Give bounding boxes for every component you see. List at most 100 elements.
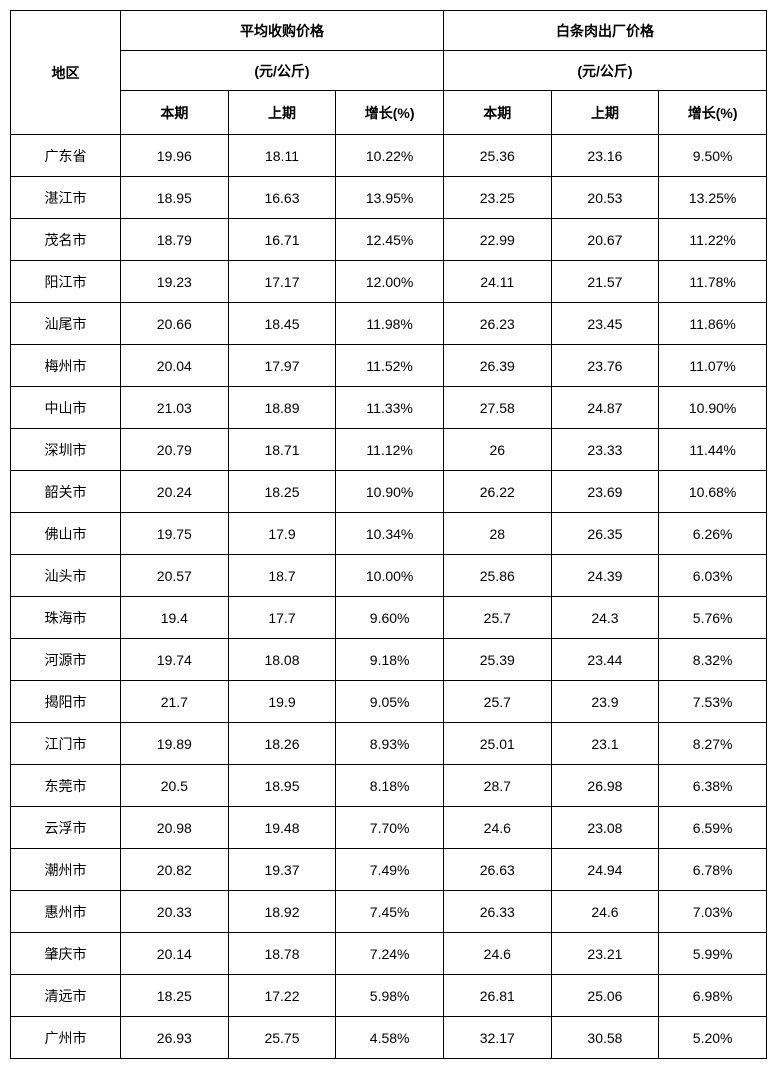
cell-region: 中山市 — [11, 387, 121, 429]
cell-g1-growth: 4.58% — [336, 1017, 444, 1059]
cell-g1-growth: 7.24% — [336, 933, 444, 975]
cell-g1-previous: 18.89 — [228, 387, 336, 429]
table-row: 湛江市18.9516.6313.95%23.2520.5313.25% — [11, 177, 767, 219]
cell-g2-growth: 11.44% — [659, 429, 767, 471]
cell-g2-current: 27.58 — [443, 387, 551, 429]
cell-g1-current: 19.96 — [121, 135, 229, 177]
cell-g1-current: 21.03 — [121, 387, 229, 429]
table-row: 潮州市20.8219.377.49%26.6324.946.78% — [11, 849, 767, 891]
table-row: 清远市18.2517.225.98%26.8125.066.98% — [11, 975, 767, 1017]
cell-g2-previous: 24.94 — [551, 849, 659, 891]
cell-g2-current: 25.01 — [443, 723, 551, 765]
cell-g1-growth: 9.05% — [336, 681, 444, 723]
cell-g2-current: 28 — [443, 513, 551, 555]
cell-g2-growth: 6.59% — [659, 807, 767, 849]
cell-g1-previous: 18.26 — [228, 723, 336, 765]
cell-g1-growth: 13.95% — [336, 177, 444, 219]
cell-region: 汕尾市 — [11, 303, 121, 345]
table-row: 云浮市20.9819.487.70%24.623.086.59% — [11, 807, 767, 849]
cell-region: 汕头市 — [11, 555, 121, 597]
cell-g2-previous: 24.6 — [551, 891, 659, 933]
table-row: 韶关市20.2418.2510.90%26.2223.6910.68% — [11, 471, 767, 513]
cell-g2-growth: 6.78% — [659, 849, 767, 891]
cell-g1-current: 18.25 — [121, 975, 229, 1017]
table-body: 广东省19.9618.1110.22%25.3623.169.50%湛江市18.… — [11, 135, 767, 1059]
header-g2-current: 本期 — [443, 91, 551, 135]
cell-g1-growth: 9.60% — [336, 597, 444, 639]
cell-g2-current: 25.39 — [443, 639, 551, 681]
cell-g1-current: 20.14 — [121, 933, 229, 975]
cell-g1-current: 20.66 — [121, 303, 229, 345]
cell-g2-growth: 7.53% — [659, 681, 767, 723]
cell-region: 广东省 — [11, 135, 121, 177]
cell-g2-current: 25.7 — [443, 681, 551, 723]
cell-g2-previous: 24.3 — [551, 597, 659, 639]
cell-g1-current: 18.95 — [121, 177, 229, 219]
cell-g1-growth: 7.49% — [336, 849, 444, 891]
cell-region: 佛山市 — [11, 513, 121, 555]
header-g1-growth: 增长(%) — [336, 91, 444, 135]
cell-g1-current: 21.7 — [121, 681, 229, 723]
cell-g2-growth: 11.86% — [659, 303, 767, 345]
cell-g2-current: 25.36 — [443, 135, 551, 177]
table-row: 佛山市19.7517.910.34%2826.356.26% — [11, 513, 767, 555]
cell-region: 深圳市 — [11, 429, 121, 471]
table-header: 地区 平均收购价格 白条肉出厂价格 (元/公斤) (元/公斤) 本期 上期 增长… — [11, 11, 767, 135]
table-row: 梅州市20.0417.9711.52%26.3923.7611.07% — [11, 345, 767, 387]
cell-g1-previous: 17.7 — [228, 597, 336, 639]
table-row: 东莞市20.518.958.18%28.726.986.38% — [11, 765, 767, 807]
cell-g1-previous: 25.75 — [228, 1017, 336, 1059]
cell-g2-previous: 23.08 — [551, 807, 659, 849]
cell-g1-growth: 12.45% — [336, 219, 444, 261]
header-region-label: 地区 — [52, 65, 80, 81]
cell-g2-current: 28.7 — [443, 765, 551, 807]
cell-g1-growth: 5.98% — [336, 975, 444, 1017]
cell-g2-growth: 11.22% — [659, 219, 767, 261]
cell-region: 阳江市 — [11, 261, 121, 303]
cell-g2-previous: 23.21 — [551, 933, 659, 975]
cell-g2-growth: 6.26% — [659, 513, 767, 555]
cell-g1-growth: 10.34% — [336, 513, 444, 555]
cell-g2-growth: 10.68% — [659, 471, 767, 513]
cell-g1-current: 19.89 — [121, 723, 229, 765]
cell-region: 云浮市 — [11, 807, 121, 849]
cell-g2-previous: 30.58 — [551, 1017, 659, 1059]
cell-g1-growth: 11.52% — [336, 345, 444, 387]
cell-g1-previous: 18.45 — [228, 303, 336, 345]
table-row: 茂名市18.7916.7112.45%22.9920.6711.22% — [11, 219, 767, 261]
cell-g1-current: 20.24 — [121, 471, 229, 513]
cell-g2-previous: 26.35 — [551, 513, 659, 555]
cell-g2-previous: 23.33 — [551, 429, 659, 471]
cell-g1-previous: 18.08 — [228, 639, 336, 681]
table-row: 广州市26.9325.754.58%32.1730.585.20% — [11, 1017, 767, 1059]
cell-g2-growth: 11.78% — [659, 261, 767, 303]
cell-g1-current: 19.75 — [121, 513, 229, 555]
cell-g2-previous: 21.57 — [551, 261, 659, 303]
cell-g1-current: 19.74 — [121, 639, 229, 681]
cell-g1-current: 19.4 — [121, 597, 229, 639]
cell-g1-previous: 18.95 — [228, 765, 336, 807]
cell-g2-previous: 24.39 — [551, 555, 659, 597]
cell-g1-current: 20.33 — [121, 891, 229, 933]
header-g1-current: 本期 — [121, 91, 229, 135]
cell-region: 广州市 — [11, 1017, 121, 1059]
cell-region: 湛江市 — [11, 177, 121, 219]
cell-g2-current: 26.22 — [443, 471, 551, 513]
cell-g2-growth: 8.27% — [659, 723, 767, 765]
cell-g1-growth: 10.22% — [336, 135, 444, 177]
cell-g1-growth: 10.90% — [336, 471, 444, 513]
table-row: 阳江市19.2317.1712.00%24.1121.5711.78% — [11, 261, 767, 303]
cell-g1-previous: 19.37 — [228, 849, 336, 891]
cell-g2-growth: 11.07% — [659, 345, 767, 387]
header-g2-previous: 上期 — [551, 91, 659, 135]
cell-g2-current: 32.17 — [443, 1017, 551, 1059]
cell-g2-current: 26 — [443, 429, 551, 471]
cell-region: 珠海市 — [11, 597, 121, 639]
table-row: 揭阳市21.719.99.05%25.723.97.53% — [11, 681, 767, 723]
cell-g1-previous: 18.71 — [228, 429, 336, 471]
cell-g1-current: 20.04 — [121, 345, 229, 387]
cell-g2-current: 26.33 — [443, 891, 551, 933]
table-row: 江门市19.8918.268.93%25.0123.18.27% — [11, 723, 767, 765]
cell-g1-previous: 17.9 — [228, 513, 336, 555]
cell-g1-current: 20.98 — [121, 807, 229, 849]
